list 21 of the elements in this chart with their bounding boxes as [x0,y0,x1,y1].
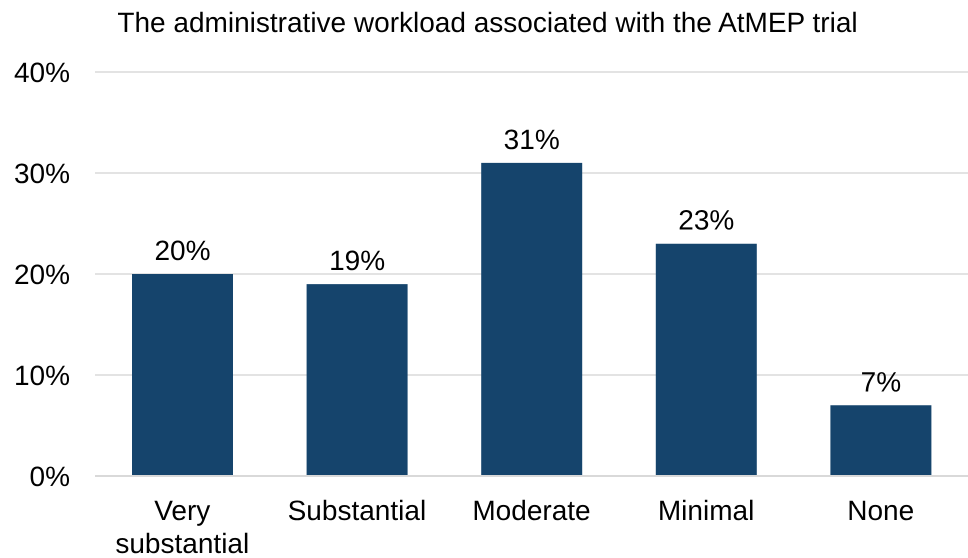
y-tick-label: 10% [14,360,70,391]
x-tick-label: Very substantial [115,495,250,558]
bar [132,274,233,476]
x-tick-label: None [847,495,914,526]
data-label: 23% [678,204,734,236]
bar [656,244,757,476]
data-label: 31% [504,124,560,155]
bar [830,405,932,476]
chart-title: The administrative workload associated with the AtMEP trial [116,6,859,40]
x-tick-label: Minimal [658,495,754,526]
y-tick-label: 20% [14,258,70,290]
x-tick-label: Moderate [472,495,591,526]
data-label: 19% [329,245,386,276]
data-label: 7% [860,366,902,398]
y-tick-label: 0% [30,460,70,492]
data-label: 20% [154,235,211,266]
y-tick-label: 40% [14,56,70,88]
x-tick-label: Substantial [288,495,426,526]
bar [306,284,408,476]
bar [481,162,582,476]
y-tick-label: 30% [14,158,70,189]
